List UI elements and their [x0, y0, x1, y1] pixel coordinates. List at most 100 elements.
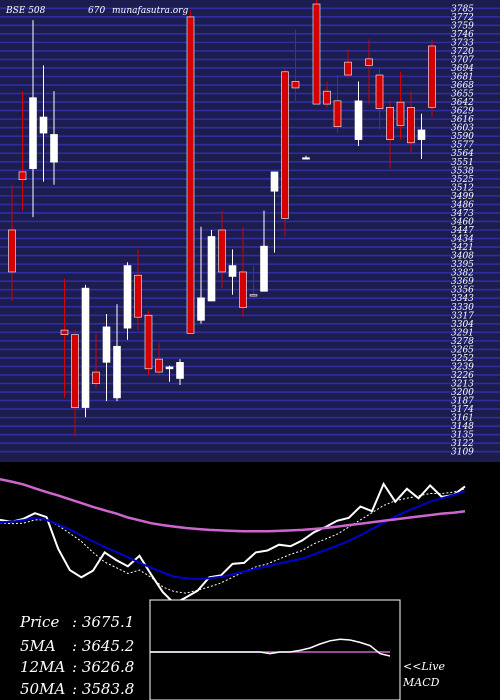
price-tick-label: 3746 [451, 30, 474, 40]
candle-body [102, 326, 111, 363]
price-stat-label: Price [19, 613, 59, 631]
price-tick-label: 3447 [451, 226, 474, 236]
candle-body [239, 271, 247, 308]
ma-long-line [0, 477, 466, 533]
price-tick-label: 3707 [451, 55, 474, 65]
candle-body [249, 294, 258, 297]
price-tick-label: 3421 [451, 243, 474, 253]
candle-body [302, 157, 310, 160]
price-line [0, 481, 466, 605]
candle-body [134, 274, 142, 318]
candle-body [396, 101, 405, 126]
price-tick-label: 3525 [451, 175, 474, 185]
price-tick-label: 3772 [451, 13, 474, 23]
price-tick-label: 3668 [451, 81, 474, 91]
price-tick-label: 3135 [451, 431, 474, 441]
price-tick-label: 3551 [451, 158, 474, 168]
price-tick-label: 3486 [451, 200, 474, 210]
candle-body [39, 116, 48, 134]
macd-line [150, 638, 391, 657]
price-tick-label: 3148 [451, 422, 474, 432]
price-tick-label: 3655 [451, 90, 474, 100]
price-gridlines [0, 7, 500, 453]
price-tick-label: 3252 [451, 354, 474, 364]
price-tick-label: 3356 [451, 286, 474, 296]
price-tick-label: 3499 [451, 192, 474, 202]
moving-average-panel [0, 477, 466, 605]
ma12-stat-value: : 3626.8 [72, 658, 134, 676]
candle-body [281, 71, 289, 219]
candle-body [270, 171, 279, 192]
price-tick-label: 3473 [451, 209, 474, 219]
price-tick-label: 3265 [451, 345, 474, 355]
candle-body [144, 314, 153, 370]
price-tick-label: 3174 [451, 405, 474, 415]
candle-body [8, 229, 16, 273]
price-tick-labels: 3785377237593746373337203707369436813668… [451, 4, 474, 457]
candle-body [260, 245, 268, 292]
macd-frame [149, 599, 401, 700]
price-tick-label: 3408 [451, 252, 474, 262]
candle-body [354, 100, 363, 140]
price-tick-label: 3512 [451, 183, 474, 193]
price-tick-label: 3330 [451, 303, 474, 313]
price-tick-label: 3629 [451, 107, 474, 117]
candle-body [417, 129, 426, 140]
candlesticks [8, 0, 436, 437]
price-tick-label: 3226 [451, 371, 474, 381]
price-tick-label: 3733 [451, 38, 474, 48]
candle-body [113, 345, 121, 399]
price-tick-label: 3681 [451, 72, 474, 82]
price-tick-label: 3564 [451, 149, 474, 159]
price-tick-label: 3304 [451, 320, 474, 330]
candle-body [344, 61, 352, 76]
candle-body [323, 90, 331, 105]
price-tick-label: 3278 [451, 337, 474, 347]
site-label: munafasutra.org [112, 6, 188, 16]
symbol-code: 670 [88, 6, 105, 16]
ma50-stat-label: 50MA [20, 680, 65, 698]
price-tick-label: 3642 [451, 98, 474, 108]
candle-body [92, 371, 100, 384]
ma5-stat-label: 5MA [20, 637, 56, 655]
candle-body [407, 107, 415, 144]
candle-body [50, 134, 58, 163]
macd-lines [150, 638, 391, 657]
price-stat-value: : 3675.1 [72, 613, 134, 631]
ma50-stat-value: : 3583.8 [72, 680, 134, 698]
candle-body [60, 329, 69, 335]
candle-body [428, 45, 436, 108]
price-tick-label: 3382 [451, 269, 474, 279]
candle-body [81, 287, 90, 408]
candle-body [71, 334, 79, 408]
candle-body [155, 358, 163, 373]
price-tick-label: 3616 [451, 115, 474, 125]
price-tick-label: 3213 [451, 380, 474, 390]
ma5-stat-value: : 3645.2 [72, 637, 134, 655]
candle-body [228, 265, 237, 277]
candle-body [18, 171, 27, 180]
candle-body [218, 229, 226, 273]
candle-body [197, 297, 205, 321]
price-tick-label: 3239 [451, 362, 474, 372]
candle-body [165, 366, 174, 370]
candle-body [123, 265, 132, 329]
price-tick-label: 3460 [451, 217, 474, 227]
price-tick-label: 3603 [451, 124, 474, 134]
macd-panel: <<Live MACD [149, 599, 445, 700]
price-tick-label: 3187 [451, 397, 474, 407]
candle-body [312, 3, 321, 105]
price-tick-label: 3395 [451, 260, 474, 270]
macd-title: MACD [402, 676, 440, 689]
macd-live-label: <<Live [403, 660, 445, 673]
price-tick-label: 3577 [451, 141, 474, 151]
price-tick-label: 3161 [451, 414, 474, 424]
candle-body [291, 81, 300, 89]
price-tick-label: 3694 [451, 64, 474, 74]
candle-body [365, 58, 373, 66]
price-panel: 3785377237593746373337203707369436813668… [0, 0, 500, 462]
price-tick-label: 3538 [451, 166, 474, 176]
price-tick-label: 3200 [451, 388, 474, 398]
price-tick-label: 3369 [451, 277, 474, 287]
